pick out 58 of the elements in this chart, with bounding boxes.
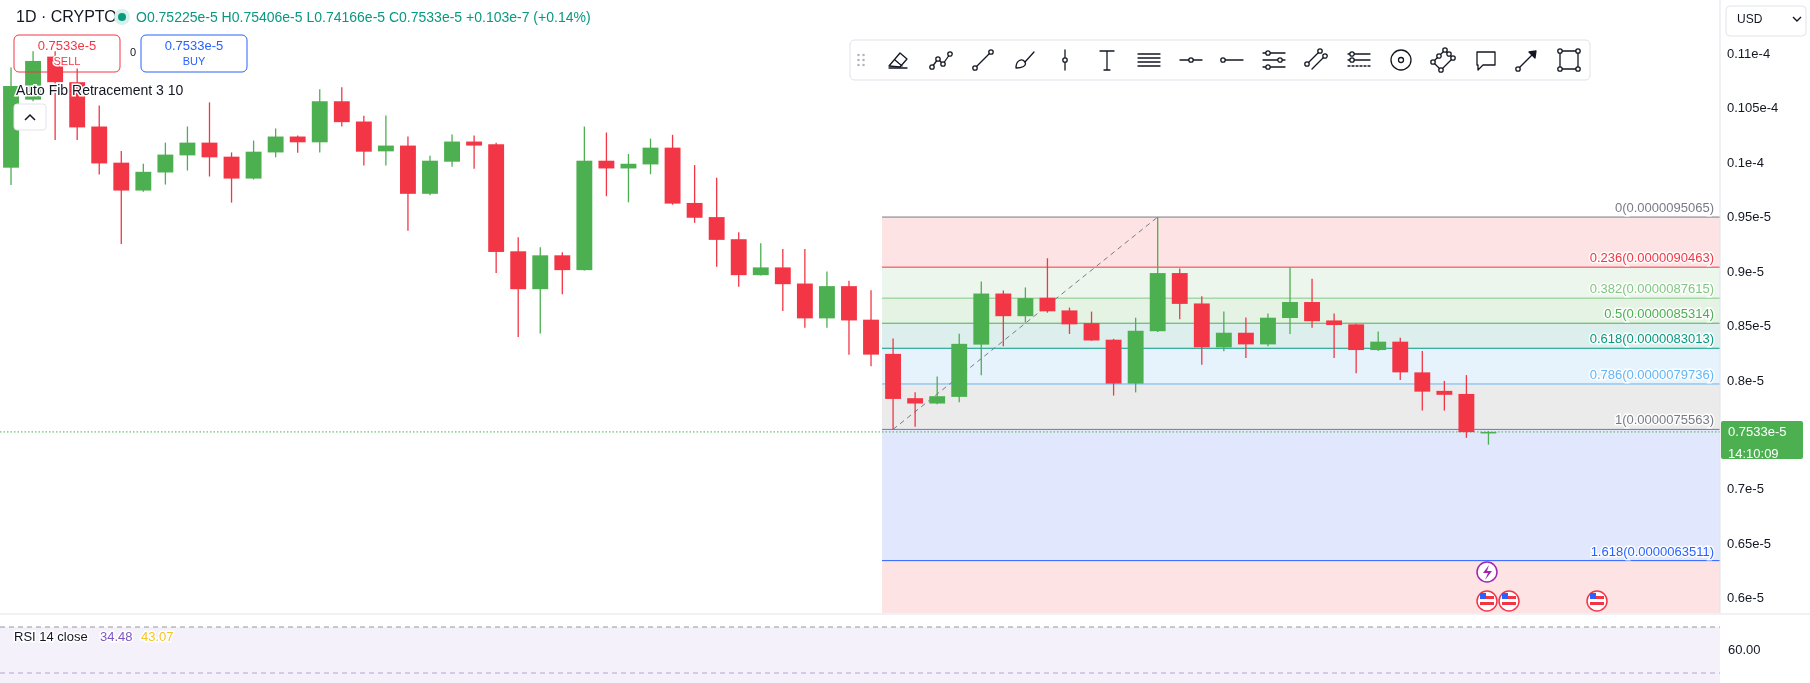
- y-tick-label: 0.9e-5: [1727, 263, 1764, 279]
- text: O0.75225e-5 H0.75406e-5 L0.74166e-5 C0.7533e-5 +0.103e-7 (+0.14%): [136, 9, 591, 25]
- annotation: 0.7533e-5: [37, 38, 97, 53]
- y-tick-label: 0.1e-4: [1727, 154, 1764, 170]
- candlestick: [774, 248, 791, 312]
- y-tick-label: 0.6e-5: [1727, 590, 1764, 606]
- ref-line-label: 0.236(0.0000090463): [1589, 250, 1714, 266]
- text: 1D · CRYPTO: [16, 8, 117, 25]
- candlestick: [201, 101, 218, 178]
- ref-line-label: 1.618(0.0000063511): [1590, 543, 1714, 559]
- y-tick-label: 0.65e-5: [1727, 535, 1772, 551]
- ref-line-label: 0.7533e-5: [1728, 424, 1787, 440]
- candlestick: [907, 391, 924, 428]
- text: RSI 14 close: [14, 629, 88, 644]
- candlestick: [135, 163, 152, 193]
- candlestick: [686, 164, 703, 224]
- annotation: BUY: [182, 55, 206, 67]
- candlestick: [1083, 310, 1100, 342]
- text: 43.07: [141, 629, 174, 644]
- ref-line-label: 0.382(0.0000087615): [1589, 281, 1714, 297]
- candlestick: [929, 375, 946, 405]
- candlestick: [1304, 278, 1320, 329]
- candlestick: [179, 125, 196, 172]
- text: 14:10:09: [1728, 446, 1779, 461]
- ref-line-label: 0.786(0.0000079736): [1589, 366, 1714, 382]
- ref-line-label: 0(0.0000095065): [1614, 200, 1714, 216]
- candlestick: [995, 289, 1012, 347]
- candlestick: [1326, 312, 1343, 359]
- candlestick: [333, 86, 350, 128]
- text: USD: [1737, 12, 1763, 26]
- ref-line-label: 1(0.0000075563): [1614, 412, 1714, 428]
- candlestick: [642, 137, 659, 175]
- candlestick: [1414, 350, 1431, 412]
- annotation: 0: [129, 46, 137, 58]
- ref-line-label: 0.618(0.0000083013): [1589, 331, 1714, 347]
- candlestick: [466, 134, 483, 170]
- candlestick: [1370, 330, 1387, 352]
- annotation: 0.7533e-5: [164, 38, 224, 53]
- candlestick: [752, 242, 769, 277]
- y-tick-label: 0.85e-5: [1727, 318, 1772, 334]
- candlestick: [554, 251, 571, 295]
- candlestick: [708, 177, 725, 268]
- y-tick-label: 0.7e-5: [1727, 481, 1764, 497]
- candlestick: [444, 133, 460, 168]
- candlestick: [598, 131, 615, 197]
- candlestick: [1237, 316, 1254, 359]
- y-tick-label: 0.105e-4: [1727, 100, 1779, 116]
- y-tick-label: 0.11e-4: [1727, 45, 1771, 61]
- candlestick: [267, 127, 284, 158]
- candlestick: [157, 141, 174, 186]
- candlestick: [1061, 306, 1078, 335]
- candlestick: [1436, 380, 1453, 412]
- y-tick-label: 0.95e-5: [1727, 209, 1772, 225]
- text: 60.00: [1728, 642, 1761, 657]
- y-tick-label: 0.8e-5: [1727, 372, 1764, 388]
- candlestick: [223, 151, 240, 204]
- text: 34.48: [100, 629, 133, 644]
- ref-line-label: 0.5(0.0000085314): [1604, 306, 1714, 322]
